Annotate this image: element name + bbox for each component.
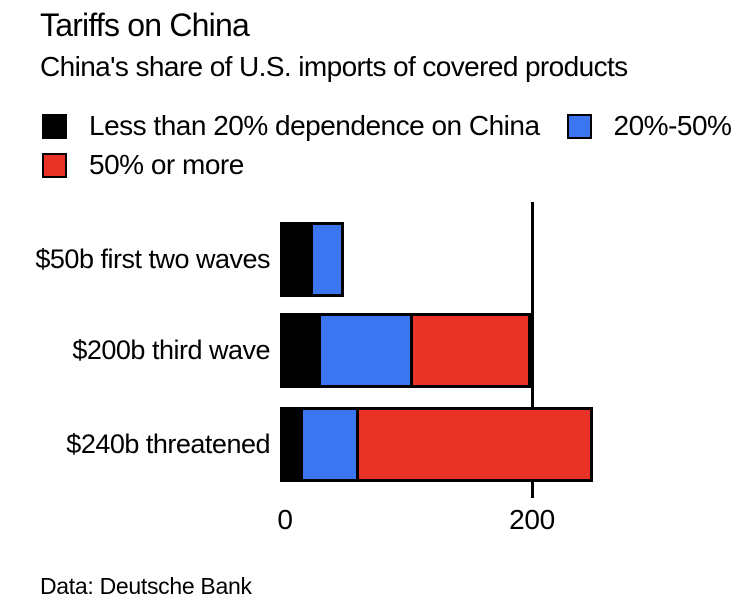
legend-item-2: 50% or more xyxy=(42,149,244,180)
bar-category-label: $200b third wave xyxy=(72,335,270,365)
bar-segment xyxy=(317,316,411,385)
legend-item-1: 20%-50% xyxy=(566,110,732,141)
bar-category-label: $240b threatened xyxy=(66,429,270,459)
bar-segment xyxy=(283,316,318,385)
bar-segment xyxy=(355,410,591,479)
x-tick-label-0: 0 xyxy=(277,504,293,535)
chart-title: Tariffs on China xyxy=(40,7,250,43)
bar-segment xyxy=(310,225,342,294)
x-tick-label-200: 200 xyxy=(509,504,555,535)
bar-segment xyxy=(410,316,528,385)
legend: Less than 20% dependence on China 20%-50%… xyxy=(42,110,748,180)
bar-segment xyxy=(283,410,301,479)
legend-swatch-icon xyxy=(42,113,67,139)
bar-category-label: $50b first two waves xyxy=(35,244,270,274)
gridline-200 xyxy=(531,202,534,498)
bar-row-0: $50b first two waves xyxy=(0,222,750,297)
stacked-bar xyxy=(280,313,531,388)
legend-swatch-icon xyxy=(566,113,592,139)
legend-label: Less than 20% dependence on China xyxy=(89,110,540,141)
stacked-bar xyxy=(280,407,594,482)
bar-segment xyxy=(300,410,356,479)
bar-row-2: $240b threatened xyxy=(0,407,750,482)
chart-subtitle: China's share of U.S. imports of covered… xyxy=(40,51,628,82)
stacked-bar xyxy=(280,222,345,297)
source-credit: Data: Deutsche Bank xyxy=(40,573,252,599)
legend-swatch-icon xyxy=(42,152,67,178)
bar-segment xyxy=(283,225,311,294)
bar-row-1: $200b third wave xyxy=(0,313,750,388)
legend-item-0: Less than 20% dependence on China xyxy=(42,110,540,141)
legend-label: 50% or more xyxy=(89,149,244,180)
legend-label: 20%-50% xyxy=(613,110,732,141)
